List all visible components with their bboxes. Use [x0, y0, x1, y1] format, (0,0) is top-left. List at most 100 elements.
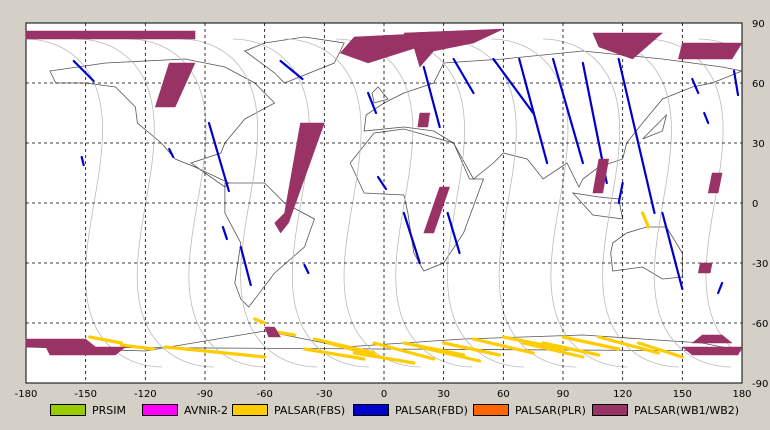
coverage-strip — [207, 121, 230, 193]
coverage-strip — [518, 57, 549, 165]
coverage-strip — [402, 211, 421, 265]
coverage-strip — [541, 341, 601, 357]
orbit-track — [491, 38, 628, 368]
coverage-swath — [25, 338, 97, 348]
legend-label: PALSAR(WB1/WB2) — [634, 403, 740, 417]
coverage-strip — [168, 147, 175, 159]
legend-swatch — [592, 404, 628, 416]
coverage-strip — [372, 341, 436, 361]
coverage-strip — [239, 245, 252, 287]
coverage-swath — [423, 186, 450, 234]
legend-swatch — [353, 404, 389, 416]
coverage-strip — [88, 335, 124, 345]
coverage-strip — [119, 343, 155, 351]
coverage-swath — [25, 30, 196, 40]
x-tick-label: 30 — [437, 389, 450, 398]
coverage-strip — [279, 59, 304, 81]
y-tick-label: 30 — [752, 139, 765, 150]
x-tick-label: -30 — [316, 389, 332, 398]
legend-item: PALSAR(FBS) — [232, 402, 345, 418]
coastline-outline — [49, 58, 276, 188]
coverage-strip — [80, 155, 85, 167]
y-tick-label: 0 — [752, 199, 758, 210]
x-tick-label: 180 — [732, 389, 751, 398]
coastline-outline — [243, 36, 345, 84]
coverage-swath — [678, 42, 743, 60]
coverage-map: -180 -150 -120 -90 -60 -30 0 30 60 90 120 150 180 90… — [15, 19, 769, 398]
coverage-strip — [303, 263, 310, 275]
x-tick-label: 90 — [557, 389, 570, 398]
coverage-strip — [521, 341, 585, 359]
coverage-strip — [446, 211, 461, 255]
coverage-swath — [264, 326, 282, 338]
legend-swatch — [142, 404, 178, 416]
coverage-strip — [442, 341, 501, 357]
coverage-swath — [403, 28, 504, 68]
y-tick-label: 90 — [752, 19, 765, 30]
coastline-outline — [571, 192, 624, 220]
coverage-strip — [376, 175, 388, 191]
coastline-outline — [349, 128, 485, 272]
x-tick-label: 0 — [381, 389, 387, 398]
y-tick-labels: 90 60 30 0 -30 -60 -90 — [752, 19, 768, 390]
coverage-strip — [636, 341, 684, 359]
coverage-strip — [352, 351, 416, 365]
legend-label: PALSAR(FBS) — [274, 403, 346, 417]
coverage-strip — [366, 91, 378, 115]
coverage-strip — [302, 347, 366, 361]
legend-label: AVNIR-2 — [184, 403, 228, 417]
y-tick-label: -90 — [752, 379, 768, 390]
x-tick-label: 60 — [497, 389, 510, 398]
y-tick-label: -30 — [752, 259, 768, 270]
legend-label: PRSIM — [92, 403, 126, 417]
coverage-swath — [417, 112, 431, 128]
legend-swatch — [473, 404, 509, 416]
coverage-strip — [471, 337, 535, 355]
x-tick-label: -150 — [74, 389, 97, 398]
legend-item: PRSIM — [50, 402, 126, 418]
coverage-strip — [551, 57, 584, 165]
legend-item: AVNIR-2 — [142, 402, 228, 418]
coverage-strip — [661, 211, 684, 291]
legend-swatch — [232, 404, 268, 416]
coverage-swaths-layer — [25, 28, 743, 365]
orbit-track — [129, 38, 266, 368]
graticule-layer — [26, 23, 742, 383]
orbit-track — [232, 38, 369, 368]
orbit-track — [387, 38, 525, 368]
coverage-strip — [253, 317, 267, 325]
coverage-strip — [597, 335, 661, 355]
coverage-swath — [681, 346, 743, 356]
legend-label: PALSAR(FBD) — [395, 403, 468, 417]
coverage-strip — [617, 57, 656, 215]
x-tick-label: 120 — [613, 389, 632, 398]
coverage-strip — [418, 345, 482, 363]
coverage-strip — [163, 345, 267, 359]
coverage-swath — [45, 346, 127, 356]
coverage-strip — [501, 335, 565, 351]
coverage-strip — [561, 335, 621, 351]
x-tick-label: -60 — [256, 389, 272, 398]
coverage-strip — [422, 65, 441, 129]
coverage-strip — [72, 59, 95, 83]
x-tick-label: -180 — [15, 389, 38, 398]
y-tick-label: -60 — [752, 319, 768, 330]
coverage-swath — [707, 172, 723, 194]
coastline-outline — [371, 86, 389, 104]
coverage-strip — [617, 181, 624, 205]
legend-label: PALSAR(PLR) — [515, 403, 586, 417]
coverage-strip — [492, 57, 535, 115]
coverage-strip — [717, 281, 724, 295]
coastline-outline — [363, 50, 744, 188]
coastline-outline — [642, 113, 668, 140]
x-tick-label: 150 — [673, 389, 692, 398]
coverage-swath — [691, 334, 733, 344]
x-tick-labels: -180 -150 -120 -90 -60 -30 0 30 60 90 120 150 180 — [15, 389, 752, 398]
coverage-swath — [697, 262, 713, 274]
coastline-outline — [224, 182, 315, 308]
legend-item: PALSAR(FBD) — [353, 402, 468, 418]
legend-item: PALSAR(PLR) — [473, 402, 586, 418]
coverage-strip — [703, 111, 710, 125]
coverage-strip — [732, 69, 740, 97]
x-tick-label: -120 — [134, 389, 157, 398]
